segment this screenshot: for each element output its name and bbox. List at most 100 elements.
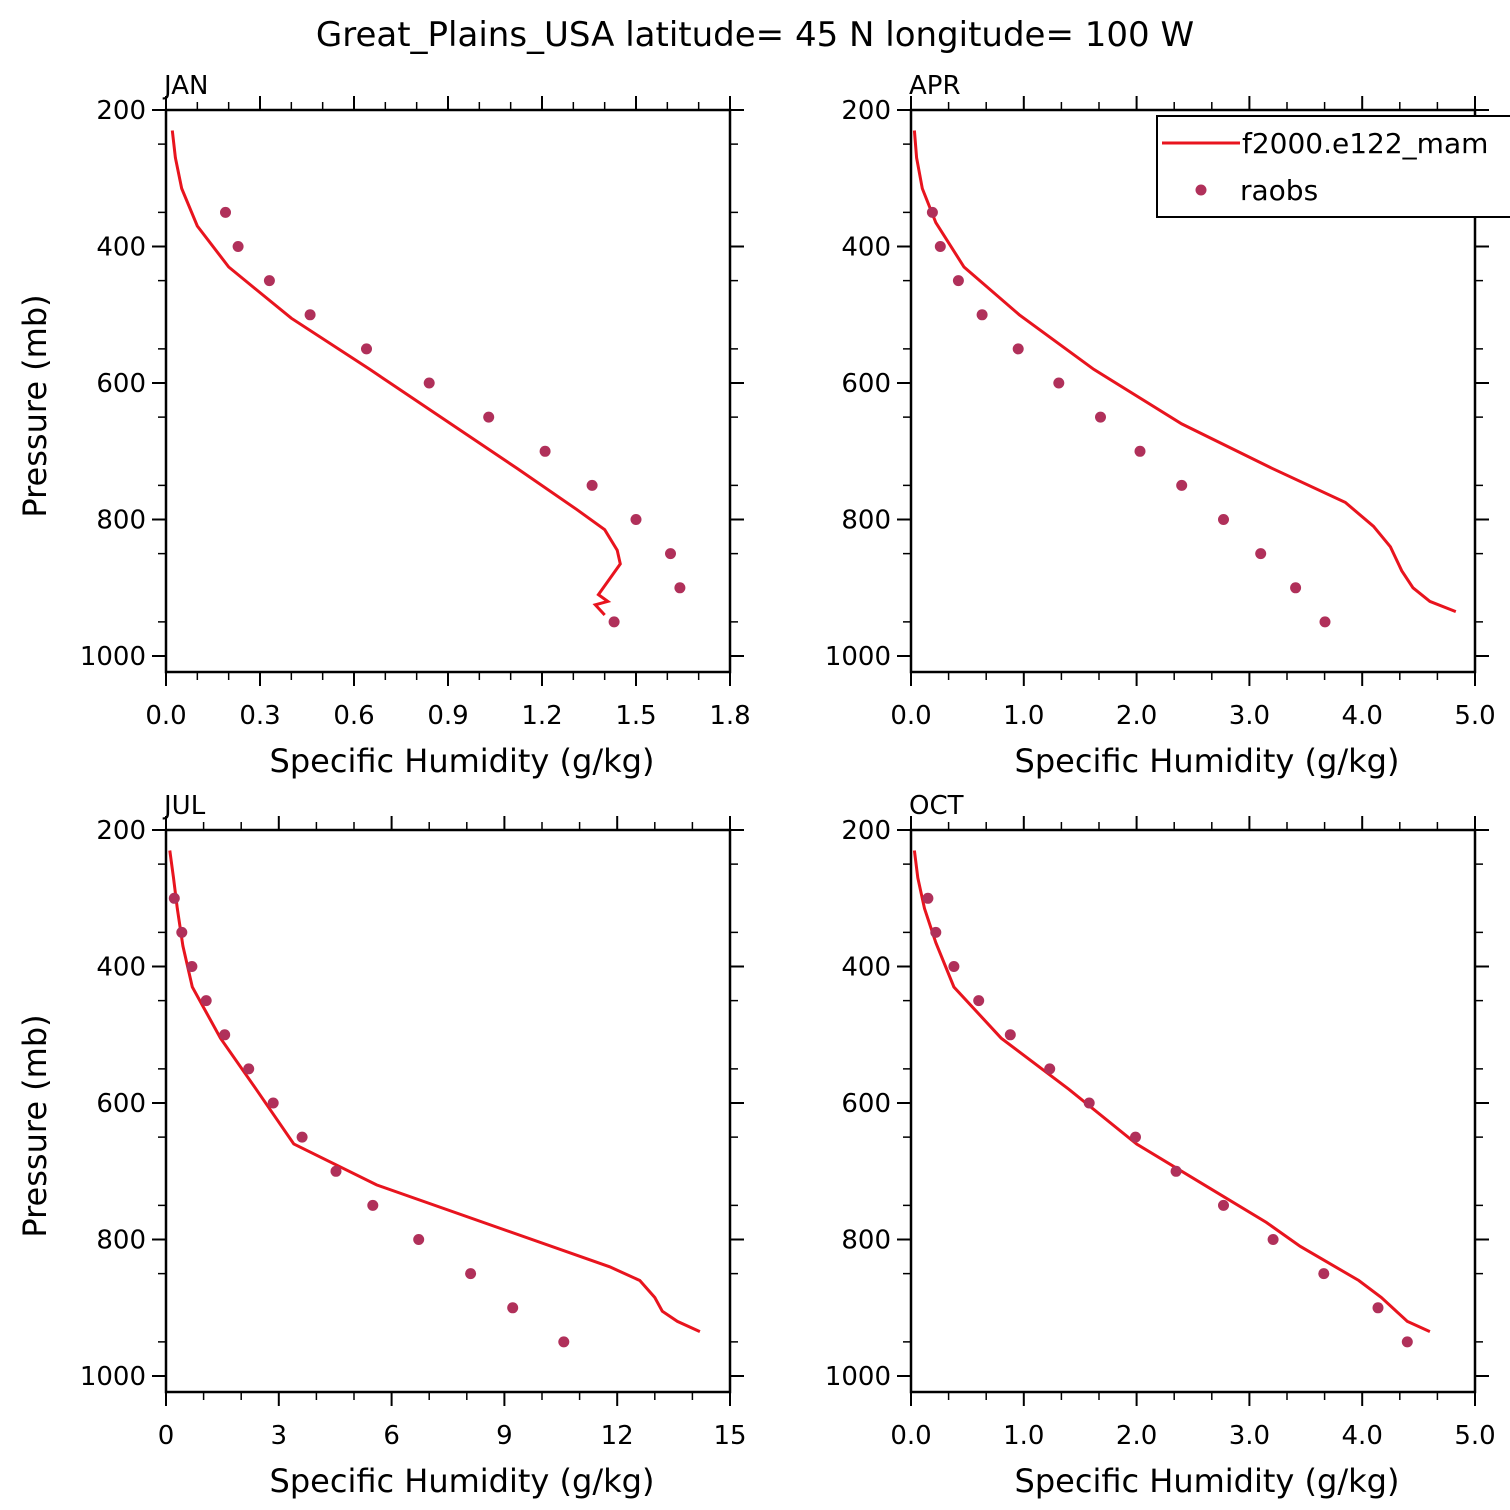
obs-point-jul bbox=[200, 995, 212, 1007]
obs-point-jan bbox=[232, 241, 244, 252]
obs-point-jul bbox=[219, 1029, 231, 1041]
obs-point-jul bbox=[243, 1063, 255, 1075]
obs-point-apr bbox=[1218, 514, 1229, 525]
x-tick-label: 5.0 bbox=[1454, 701, 1495, 731]
plot-frame-oct bbox=[909, 828, 1477, 1394]
x-tick-label: 0.9 bbox=[427, 701, 468, 731]
model-line-jul bbox=[168, 850, 701, 1333]
obs-point-apr bbox=[934, 241, 946, 252]
y-tick-label: 800 bbox=[841, 1226, 891, 1256]
obs-point-apr bbox=[1095, 411, 1106, 423]
x-tick-label: 0.0 bbox=[890, 1421, 931, 1451]
x-tick-label: 9 bbox=[496, 1421, 513, 1451]
obs-point-jul bbox=[186, 961, 198, 972]
obs-point-jul bbox=[330, 1165, 342, 1177]
y-axis-label-jul: Pressure (mb) bbox=[16, 1014, 54, 1237]
panel-jan: JAN 0.0 0.3 0.6 0.9 1.2 1.5 1.8 200 400 600 800 1000… bbox=[16, 71, 751, 780]
y-tick-label: 800 bbox=[96, 506, 146, 536]
obs-point-jul bbox=[558, 1336, 570, 1348]
y-tick-label: 200 bbox=[96, 96, 146, 126]
obs-point-oct bbox=[1004, 1029, 1016, 1041]
x-tick-label: 2.0 bbox=[1116, 1421, 1157, 1451]
obs-point-jul bbox=[413, 1234, 425, 1245]
y-tick-label: 1000 bbox=[825, 1362, 891, 1392]
obs-point-jan bbox=[665, 548, 676, 560]
panel-label-jul: JUL bbox=[162, 791, 206, 821]
obs-point-jul bbox=[168, 892, 180, 904]
y-tick-label: 200 bbox=[841, 96, 891, 126]
panel-label-oct: OCT bbox=[909, 791, 964, 821]
obs-point-apr bbox=[926, 206, 938, 218]
obs-point-apr bbox=[1319, 616, 1331, 628]
legend-obs-label: raobs bbox=[1240, 174, 1318, 207]
x-tick-label: 1.0 bbox=[1003, 701, 1044, 731]
obs-point-oct bbox=[973, 995, 985, 1007]
y-tick-label: 600 bbox=[841, 1089, 891, 1119]
x-tick-label: 6 bbox=[383, 1421, 400, 1451]
y-tick-label: 400 bbox=[841, 233, 891, 263]
x-tick-label: 0.3 bbox=[239, 701, 280, 731]
x-tick-label: 0 bbox=[158, 1421, 175, 1451]
x-tick-label: 4.0 bbox=[1342, 701, 1383, 731]
x-axis-label-jan: Specific Humidity (g/kg) bbox=[270, 742, 655, 780]
obs-point-apr bbox=[1134, 445, 1146, 457]
obs-point-oct bbox=[922, 892, 934, 904]
panel-apr: APR 0.0 1.0 2.0 3.0 4.0 5.0 200 400 600 800 1000 Spe… bbox=[825, 71, 1496, 780]
x-tick-label: 3 bbox=[271, 1421, 288, 1451]
plot-frame-apr bbox=[909, 108, 1477, 674]
panel-label-apr: APR bbox=[909, 71, 961, 101]
obs-point-jan bbox=[674, 582, 686, 594]
y-tick-label: 600 bbox=[841, 369, 891, 399]
y-tick-label: 200 bbox=[841, 816, 891, 846]
obs-point-jan bbox=[586, 479, 598, 491]
panel-oct: OCT 0.0 1.0 2.0 3.0 4.0 5.0 200 400 600 800 1000 Spe… bbox=[825, 791, 1496, 1500]
x-tick-label: 12 bbox=[601, 1421, 634, 1451]
obs-point-jul bbox=[176, 926, 188, 938]
obs-point-jan bbox=[630, 514, 642, 525]
obs-point-jul bbox=[465, 1268, 477, 1280]
obs-point-jan bbox=[483, 411, 495, 423]
legend-obs-marker bbox=[1195, 184, 1207, 196]
y-tick-label: 1000 bbox=[825, 642, 891, 672]
x-axis-label-oct: Specific Humidity (g/kg) bbox=[1015, 1462, 1400, 1500]
y-tick-label: 400 bbox=[96, 953, 146, 983]
panel-jul: JUL 0 3 6 9 12 15 200 400 600 800 1000 Specific Humi… bbox=[16, 791, 747, 1500]
legend-model-label: f2000.e122_mam bbox=[1242, 127, 1488, 160]
obs-point-apr bbox=[952, 275, 964, 287]
x-tick-label: 15 bbox=[713, 1421, 746, 1451]
x-tick-label: 0.0 bbox=[890, 701, 931, 731]
x-tick-label: 1.8 bbox=[709, 701, 750, 731]
x-tick-label: 0.0 bbox=[145, 701, 186, 731]
x-axis-label-jul: Specific Humidity (g/kg) bbox=[270, 1462, 655, 1500]
model-line-apr bbox=[912, 130, 1457, 613]
obs-point-oct bbox=[1083, 1097, 1095, 1109]
obs-point-apr bbox=[1176, 479, 1188, 491]
obs-point-jan bbox=[263, 275, 275, 287]
legend: f2000.e122_mam raobs bbox=[1156, 115, 1510, 218]
x-tick-label: 1.0 bbox=[1003, 1421, 1044, 1451]
x-axis-label-apr: Specific Humidity (g/kg) bbox=[1015, 742, 1400, 780]
obs-point-oct bbox=[930, 926, 942, 938]
obs-point-oct bbox=[948, 961, 960, 972]
figure-title: Great_Plains_USA latitude= 45 N longitud… bbox=[316, 15, 1194, 55]
x-tick-label: 1.2 bbox=[521, 701, 562, 731]
obs-point-jan bbox=[361, 343, 372, 355]
panel-label-jan: JAN bbox=[162, 71, 208, 101]
x-tick-label: 1.5 bbox=[615, 701, 656, 731]
legend-box bbox=[1156, 115, 1510, 218]
x-tick-label: 3.0 bbox=[1229, 701, 1270, 731]
obs-point-oct bbox=[1267, 1234, 1279, 1245]
obs-point-oct bbox=[1044, 1063, 1056, 1075]
obs-point-apr bbox=[1012, 343, 1024, 355]
y-tick-label: 600 bbox=[96, 1089, 146, 1119]
y-tick-label: 1000 bbox=[80, 1362, 146, 1392]
y-tick-label: 600 bbox=[96, 369, 146, 399]
plot-frame-jan bbox=[164, 108, 732, 674]
y-tick-label: 400 bbox=[96, 233, 146, 263]
plot-frame-jul bbox=[164, 828, 732, 1394]
panels: JAN 0.0 0.3 0.6 0.9 1.2 1.5 1.8 200 400 600 800 1000… bbox=[16, 71, 1496, 1500]
obs-point-apr bbox=[1290, 582, 1302, 594]
obs-point-oct bbox=[1318, 1268, 1330, 1280]
obs-point-apr bbox=[976, 309, 988, 321]
